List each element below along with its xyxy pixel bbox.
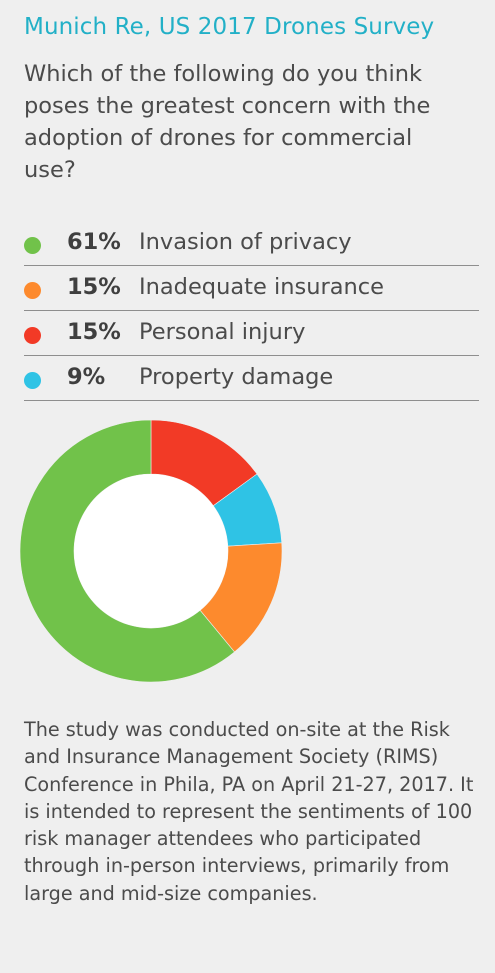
study-note: The study was conducted on-site at the R… bbox=[24, 718, 474, 905]
legend-label: Invasion of privacy bbox=[139, 229, 352, 255]
legend-percent: 15% bbox=[67, 274, 121, 300]
legend-label: Personal injury bbox=[139, 319, 306, 345]
donut-chart bbox=[19, 419, 283, 683]
legend-dot-injury bbox=[24, 327, 41, 344]
legend-dot-insurance bbox=[24, 282, 41, 299]
legend-label: Inadequate insurance bbox=[139, 274, 384, 300]
legend-label: Property damage bbox=[139, 364, 334, 390]
legend-item: 15% Personal injury bbox=[24, 312, 479, 356]
legend-dot-property bbox=[24, 372, 41, 389]
survey-title: Munich Re, US 2017 Drones Survey bbox=[24, 14, 435, 40]
legend-item: 15% Inadequate insurance bbox=[24, 267, 479, 311]
legend-item: 61% Invasion of privacy bbox=[24, 222, 479, 266]
legend-percent: 61% bbox=[67, 229, 121, 255]
legend-dot-privacy bbox=[24, 237, 41, 254]
legend-percent: 9% bbox=[67, 364, 106, 390]
survey-question: Which of the following do you think pose… bbox=[24, 61, 431, 183]
donut-hole bbox=[74, 474, 228, 628]
legend: 61% Invasion of privacy 15% Inadequate i… bbox=[24, 222, 479, 402]
legend-item: 9% Property damage bbox=[24, 357, 479, 401]
legend-percent: 15% bbox=[67, 319, 121, 345]
